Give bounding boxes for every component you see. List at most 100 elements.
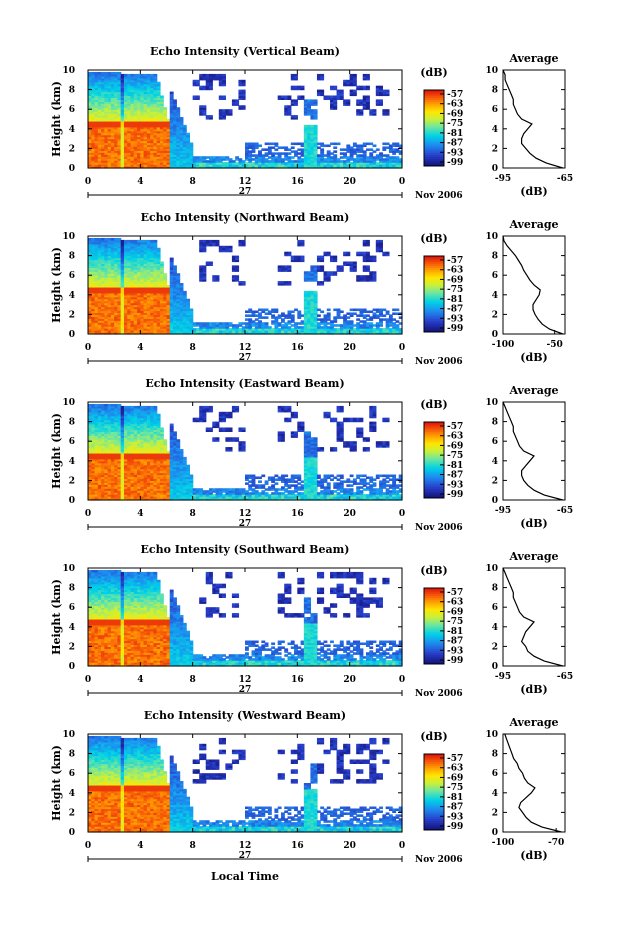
heatmap-cell [127, 279, 132, 282]
heatmap-cell [310, 320, 315, 323]
heatmap-cell [222, 77, 226, 81]
heatmap-cell [218, 83, 223, 87]
heatmap-cell [146, 97, 151, 100]
heatmap-cell [110, 302, 115, 306]
heatmap-cell [323, 166, 328, 169]
heatmap-cell [362, 101, 367, 104]
heatmap-cell [101, 257, 105, 261]
heatmap-cell [143, 318, 148, 321]
heatmap-cell [94, 87, 99, 91]
heatmap-cell [110, 75, 115, 79]
heatmap-cell [186, 326, 190, 329]
heatmap-cell [359, 113, 364, 116]
heatmap-cell [88, 253, 92, 257]
heatmap-cell [375, 93, 380, 97]
heatmap-cell [146, 75, 151, 79]
heatmap-cell [169, 269, 174, 272]
heatmap-cell [88, 259, 92, 263]
heatmap-cell [101, 89, 105, 93]
heatmap-cell [303, 302, 308, 306]
heatmap-cell [123, 89, 128, 93]
heatmap-cell [209, 263, 213, 266]
heatmap-cell [107, 247, 112, 251]
heatmap-cell [362, 310, 367, 314]
heatmap-cell [163, 283, 168, 286]
heatmap-cell [356, 99, 361, 102]
heatmap-cell [94, 107, 99, 110]
heatmap-cell [163, 277, 168, 280]
heatmap-cell [130, 286, 135, 290]
heatmap-cell [91, 239, 96, 243]
heatmap-cell [303, 166, 308, 169]
heatmap-cell [153, 95, 158, 99]
heatmap-cell [277, 166, 282, 169]
heatmap-cell [88, 288, 92, 292]
heatmap-cell [130, 166, 135, 169]
heatmap-cell [385, 91, 390, 95]
heatmap-cell [388, 164, 393, 167]
heatmap-cell [222, 166, 226, 169]
heatmap-cell [241, 164, 246, 167]
heatmap-cell [290, 146, 295, 149]
heatmap-cell [120, 298, 125, 302]
heatmap-cell [133, 257, 138, 261]
heatmap-cell [176, 326, 181, 329]
heatmap-cell [114, 285, 119, 288]
heatmap-cell [150, 294, 155, 298]
heatmap-cell [307, 314, 312, 317]
heatmap-cell [271, 314, 276, 317]
heatmap-cell [189, 324, 194, 327]
heatmap-cell [117, 156, 122, 159]
heatmap-cell [313, 320, 318, 323]
heatmap-cell [254, 142, 259, 146]
heatmap-cell [379, 103, 383, 106]
heatmap-cell [88, 113, 92, 116]
heatmap-cell [159, 154, 164, 157]
heatmap-cell [156, 249, 161, 253]
heatmap-cell [303, 308, 308, 312]
heatmap-cell [133, 166, 138, 169]
heatmap-cell [88, 283, 92, 286]
heatmap-cell [94, 97, 99, 100]
heatmap-cell [235, 279, 240, 282]
heatmap-cell [101, 259, 105, 263]
heatmap-cell [137, 138, 141, 142]
heatmap-cell [130, 324, 135, 327]
heatmap-cell [303, 306, 308, 310]
heatmap-cell [110, 97, 115, 100]
heatmap-cell [336, 93, 341, 97]
heatmap-cell [101, 136, 105, 140]
heatmap-cell [261, 324, 266, 327]
heatmap-cell [101, 120, 105, 124]
heatmap-cell [222, 330, 226, 333]
heatmap-cell [114, 101, 119, 104]
heatmap-cell [104, 253, 109, 257]
heatmap-cell [199, 245, 204, 249]
heatmap-cell [156, 160, 161, 163]
heatmap-cell [107, 77, 112, 81]
heatmap-cell [176, 300, 181, 304]
heatmap-cell [156, 312, 161, 315]
heatmap-cell [280, 283, 285, 286]
heatmap-cell [110, 164, 115, 167]
heatmap-cell [156, 158, 161, 161]
heatmap-cell [110, 267, 115, 270]
heatmap-cell [398, 162, 403, 165]
colorbar-tick-label: -99 [447, 324, 463, 334]
heatmap-cell [133, 148, 138, 151]
heatmap-cell [205, 324, 210, 327]
heatmap-cell [153, 97, 158, 100]
heatmap-cell [258, 324, 262, 327]
heatmap-cell [104, 109, 109, 112]
heatmap-cell [140, 77, 145, 81]
heatmap-cell [150, 316, 155, 319]
heatmap-cell [287, 162, 292, 165]
heatmap-cell [303, 148, 308, 151]
heatmap-cell [143, 77, 148, 81]
heatmap-cell [166, 312, 171, 315]
heatmap-cell [110, 239, 115, 243]
heatmap-cell [169, 107, 174, 110]
heatmap-cell [392, 148, 397, 151]
heatmap-cell [205, 261, 210, 265]
heatmap-cell [310, 103, 315, 106]
